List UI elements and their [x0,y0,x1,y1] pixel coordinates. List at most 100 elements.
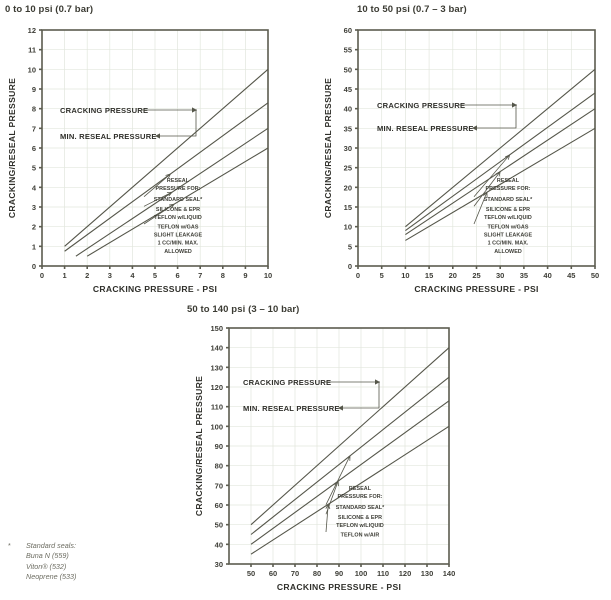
annotation-leader-2 [473,192,488,225]
annotation-arrowhead-0 [165,173,171,179]
x-tick-label: 9 [243,271,247,280]
x-tick-label: 70 [291,569,299,578]
footnote-marker: * [8,541,11,550]
y-tick-label: 40 [215,540,223,549]
annotation-leader-2 [143,203,175,225]
x-tick-label: 10 [401,271,409,280]
axis-ticks: 0 5 10 15 20 25 30 35 40 45 50 0 5 10 15 20 25 30 35 40 45 50… [344,26,600,280]
annotation-leaders [325,455,351,533]
y-tick-label: 60 [344,26,352,35]
annotation-item-line: TEFLON w/LIQUID [484,215,532,221]
callout-group: CRACKING PRESSURE MIN. RESEAL PRESSURE [243,378,380,413]
data-line-2 [405,108,596,235]
callout-reseal-leader [477,105,517,129]
x-tick-label: 5 [380,271,384,280]
callout-reseal-arrowhead [472,125,477,131]
y-tick-label: 8 [32,105,36,114]
data-series-group [405,68,596,241]
footnote-line: Standard seals: [26,541,76,550]
x-tick-label: 130 [421,569,434,578]
y-tick-label: 11 [28,46,36,55]
callout-cracking-pressure: CRACKING PRESSURE [243,378,331,387]
annotation-arrowhead-2 [483,191,488,198]
x-tick-label: 25 [472,271,480,280]
y-tick-label: 130 [210,363,223,372]
x-tick-label: 10 [264,271,272,280]
footnote-line: Viton® (532) [26,561,67,571]
annotation-item-line: TEFLON w/GAS [487,225,528,231]
annotation-arrowhead-0 [345,455,351,461]
y-tick-label: 0 [32,262,36,271]
chart-1-svg: 0 5 10 15 20 25 30 35 40 45 50 0 5 10 15 20 25 30 35 40 45 50… [323,26,600,294]
callout-reseal-leader [160,110,197,137]
y-tick-label: 70 [215,481,223,490]
y-tick-label: 100 [210,422,223,431]
annotation-leaders [143,173,175,225]
x-axis-title: CRACKING PRESSURE - PSI [414,284,538,294]
x-tick-label: 100 [355,569,368,578]
x-axis-title: CRACKING PRESSURE - PSI [93,284,217,294]
annotation-item-line: SLIGHT LEAKAGE [484,233,533,239]
y-tick-label: 5 [32,164,36,173]
annotation-heading-line: RESEAL [497,178,520,184]
y-tick-label: 80 [215,462,223,471]
y-tick-label: 90 [215,442,223,451]
y-tick-label: 55 [344,46,352,55]
annotation-item-line: SILICONE & EPR [338,515,382,521]
y-tick-label: 35 [344,124,352,133]
x-tick-label: 140 [443,569,456,578]
annotation-leader-1 [143,191,173,207]
y-tick-label: 1 [32,242,36,251]
data-line-3 [86,147,269,257]
x-tick-label: 45 [567,271,575,280]
y-tick-label: 40 [344,105,352,114]
x-tick-label: 60 [269,569,277,578]
annotation-item-line: SILICONE & EPR [156,207,200,213]
callout-group: CRACKING PRESSURE MIN. RESEAL PRESSURE [377,101,517,133]
annotation-leaders [473,154,511,225]
x-tick-label: 30 [496,271,504,280]
annotation-arrowhead-1 [495,171,501,177]
callout-reseal-arrowhead [155,133,160,139]
y-tick-label: 2 [32,223,36,232]
y-tick-label: 120 [210,383,223,392]
annotation-item-line: SLIGHT LEAKAGE [154,233,203,239]
x-tick-label: 20 [449,271,457,280]
y-tick-label: 140 [210,344,223,353]
y-tick-label: 60 [215,501,223,510]
y-tick-label: 10 [28,65,36,74]
y-tick-label: 25 [344,164,352,173]
chart-title: 0 to 10 psi (0.7 bar) [5,4,94,15]
callout-group: CRACKING PRESSURE MIN. RESEAL PRESSURE [60,106,197,141]
annotation-arrowhead-1 [334,480,339,487]
axis-ticks: 50 60 70 80 90 100 110 120 130 140 30 40 50 60 70 80 90 1… [210,324,455,578]
annotation-block: RESEAL PRESSURE FOR: STANDARD SEAL* SILICON… [154,178,203,255]
y-axis-title: CRACKING/RESEAL PRESSURE [194,376,204,516]
x-tick-label: 4 [130,271,135,280]
annotation-item-line: 1 CC/MIN. MAX. [488,241,529,247]
annotation-item-line: TEFLON w/LIQUID [154,215,202,221]
callout-min-reseal-pressure: MIN. RESEAL PRESSURE [377,124,474,133]
annotation-heading-line: PRESSURE FOR: [156,186,201,192]
x-tick-label: 50 [247,569,255,578]
annotation-item-line: STANDARD SEAL* [484,197,533,203]
y-tick-label: 10 [344,223,352,232]
y-tick-label: 45 [344,85,352,94]
annotation-leader-1 [473,171,501,207]
x-tick-label: 5 [153,271,157,280]
callout-reseal-leader [343,382,380,409]
annotation-item-line: ALLOWED [164,249,192,255]
y-tick-label: 50 [215,521,223,530]
x-tick-label: 90 [335,569,343,578]
x-tick-label: 3 [108,271,112,280]
chart-50-to-140-psi: 50 to 140 psi (3 – 10 bar) 50 60 70 80 90 100… [155,300,475,600]
footnote-lines: Standard seals: Buna N (559) Viton® (532… [26,541,158,583]
data-line-3 [250,425,450,555]
y-tick-label: 15 [344,203,352,212]
chart-2-svg: 50 60 70 80 90 100 110 120 130 140 30 40 50 60 70 80 90 1… [194,324,455,592]
chart-0-to-10-psi: 0 to 10 psi (0.7 bar) 0 1 2 3 4 5 6 7 8 9 10 0 1 2 3 4 5… [0,0,300,300]
annotation-block: RESEAL PRESSURE FOR: STANDARD SEAL* SILICON… [484,178,533,255]
y-tick-label: 20 [344,183,352,192]
